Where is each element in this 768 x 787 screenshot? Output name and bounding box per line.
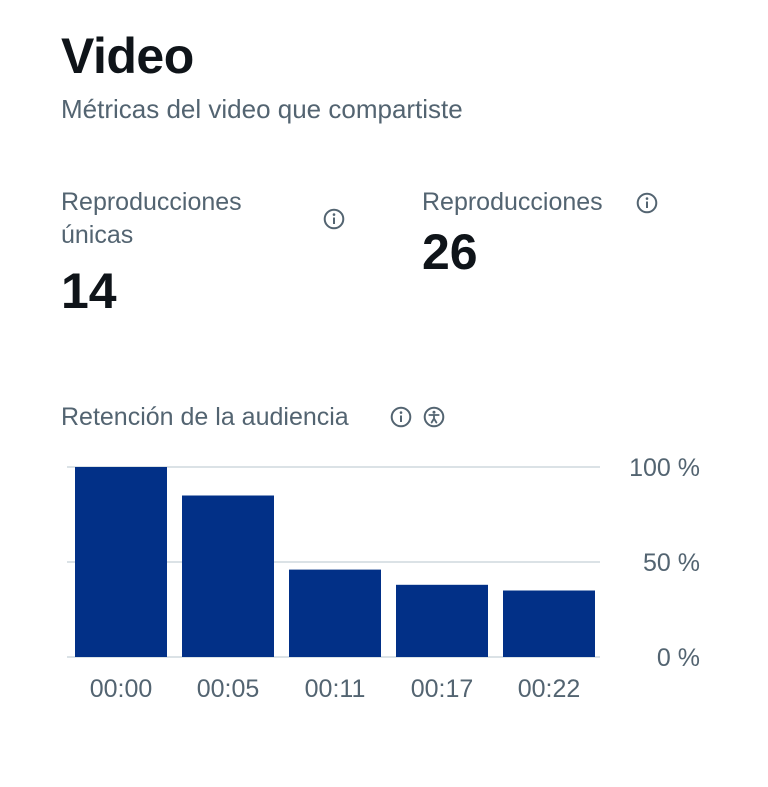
info-icon[interactable] [390, 406, 412, 428]
x-tick-label: 00:11 [305, 675, 366, 703]
x-tick-label: 00:22 [518, 675, 581, 703]
retention-bar[interactable] [75, 467, 167, 657]
unique-views-label-line1: Reproducciones [61, 188, 242, 216]
x-tick-label: 00:05 [197, 675, 260, 703]
unique-views-label: Reproducciones únicas [61, 186, 242, 252]
retention-bar[interactable] [503, 590, 595, 658]
y-tick-label: 50 % [643, 549, 700, 577]
x-tick-label: 00:17 [411, 675, 474, 703]
retention-chart: 100 % 50 % 0 % 00:00 00:05 00:11 00:17 00:22 [67, 454, 700, 703]
accessibility-icon[interactable] [423, 406, 445, 428]
retention-bar[interactable] [182, 495, 274, 658]
views-value: 26 [422, 224, 478, 280]
unique-views-value: 14 [61, 263, 117, 319]
page-subtitle: Métricas del video que compartiste [61, 94, 463, 124]
retention-bar[interactable] [289, 569, 381, 657]
page-title: Video [61, 28, 194, 84]
unique-views-label-line2: únicas [61, 221, 134, 249]
unique-views-metric: Reproducciones únicas 14 [61, 186, 242, 320]
info-icon[interactable] [323, 208, 345, 230]
retention-bar[interactable] [396, 584, 488, 657]
info-icon[interactable] [636, 192, 658, 214]
views-label: Reproducciones [422, 188, 603, 216]
y-tick-label: 100 % [629, 454, 700, 482]
y-tick-label: 0 % [657, 644, 700, 672]
x-tick-label: 00:00 [90, 675, 153, 703]
views-metric: Reproducciones 26 [422, 186, 603, 281]
retention-title: Retención de la audiencia [61, 403, 349, 431]
